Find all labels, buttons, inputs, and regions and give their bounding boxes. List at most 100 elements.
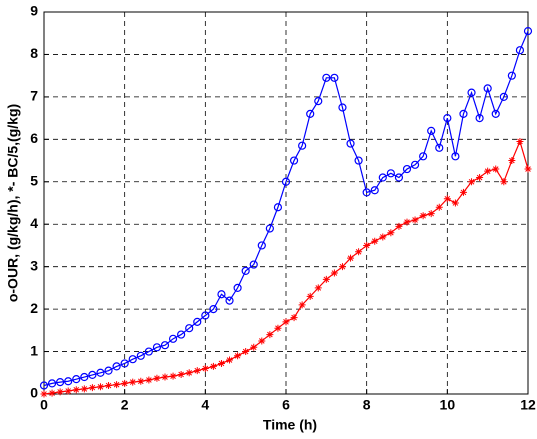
point-marker [371,237,379,245]
point-marker [266,331,274,339]
point-marker [145,376,153,384]
point-marker [72,386,80,394]
y-tick-label: 9 [30,3,38,19]
point-marker [386,169,395,178]
point-marker [64,387,72,395]
point-marker [274,324,282,332]
point-marker [242,348,250,356]
point-marker [96,383,104,391]
point-marker [314,284,322,292]
point-marker [112,362,121,371]
point-marker [281,177,291,186]
point-marker [226,356,234,364]
point-marker [500,178,508,186]
point-marker [88,370,97,379]
y-tick-label: 4 [30,215,38,231]
point-marker [468,178,476,186]
point-marker [185,369,193,377]
point-marker [435,203,443,211]
point-marker [524,165,532,173]
y-axis-label: o-OUR, (g/kg/h), *- BC/5,(g/kg) [5,104,21,302]
point-marker [104,366,113,375]
point-marker [330,73,339,82]
point-marker [451,152,460,161]
point-marker [523,27,533,36]
point-marker [443,195,451,203]
point-marker [298,301,306,309]
point-marker [88,384,96,392]
point-marker [290,314,298,322]
point-marker [257,241,266,250]
point-marker [250,343,258,351]
x-tick-label: 10 [440,397,456,413]
point-marker [306,109,315,118]
point-marker [354,156,363,165]
point-marker [273,203,283,212]
point-marker [459,109,468,118]
point-marker [80,372,89,382]
point-marker [113,381,121,389]
point-marker [121,379,129,387]
point-marker [56,388,64,396]
y-tick-label: 7 [30,88,38,104]
point-marker [379,233,387,241]
point-marker [459,188,467,196]
point-marker [64,377,73,386]
point-marker [394,173,404,182]
series-line [43,30,529,387]
point-marker [427,210,435,218]
point-marker [419,152,428,161]
x-tick-label: 6 [282,397,290,413]
point-marker [395,222,403,230]
plot-frame [43,11,529,395]
point-marker [209,305,218,314]
point-marker [402,164,412,174]
y-tick-label: 5 [30,172,38,188]
point-marker [492,165,500,173]
point-marker [507,71,516,80]
point-marker [443,114,452,123]
point-marker [508,157,516,165]
x-tick-label: 4 [201,397,209,413]
y-tick-label: 3 [30,257,38,273]
point-marker [475,114,484,123]
point-marker [347,254,355,262]
point-marker [193,317,202,326]
point-marker [363,241,371,249]
point-marker [410,160,420,169]
point-marker [201,311,210,320]
point-marker [435,143,444,152]
point-marker [314,97,323,106]
point-marker [177,370,185,378]
point-marker [161,373,169,381]
point-marker [209,362,217,370]
point-marker [411,216,419,224]
point-marker [40,390,48,398]
point-marker [289,156,299,165]
point-marker [160,341,170,350]
point-marker [258,337,266,345]
point-marker [476,174,484,182]
point-marker [217,359,225,367]
point-marker [249,260,258,269]
point-marker [217,290,226,299]
point-marker [306,292,314,300]
y-tick-label: 0 [30,385,38,401]
point-marker [338,263,346,271]
point-marker [128,355,137,364]
point-marker [105,382,113,390]
point-marker [39,381,49,390]
point-marker [322,275,330,283]
y-tick-label: 8 [30,45,38,61]
point-marker [137,377,145,385]
point-marker [129,378,137,386]
point-marker [153,374,161,382]
point-marker [322,73,331,82]
point-marker [136,351,145,360]
point-marker [168,334,178,343]
point-marker [265,224,274,233]
y-tick-label: 1 [30,342,38,358]
point-marker [298,141,307,150]
